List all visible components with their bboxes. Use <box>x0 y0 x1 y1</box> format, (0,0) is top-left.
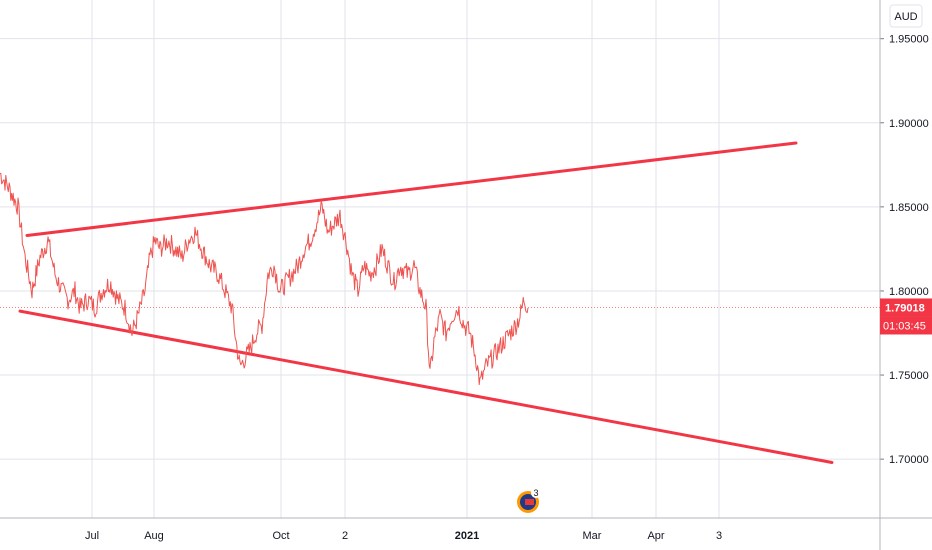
time-axis[interactable]: Jul Aug Oct 2 2021 Mar Apr 3 <box>0 517 932 542</box>
price-axis[interactable]: 1.95000 1.90000 1.85000 1.80000 1.75000 1.700… <box>879 0 929 550</box>
x-tick-label: 3 <box>716 530 722 542</box>
price-line <box>0 172 529 386</box>
y-tick-label: 1.85000 <box>889 202 929 214</box>
x-tick-label: Jul <box>85 530 99 542</box>
x-tick-label: 2021 <box>455 530 479 542</box>
countdown-label: 01:03:45 <box>883 320 926 332</box>
event-badge <box>531 488 541 498</box>
y-tick-label: 1.95000 <box>889 34 929 46</box>
x-tick-label: Apr <box>647 530 664 542</box>
event-flag-stripes <box>525 499 534 505</box>
lower-trendline[interactable] <box>18 309 834 464</box>
y-tick-label: 1.75000 <box>889 370 929 382</box>
last-price-label: 1.79018 <box>885 302 925 314</box>
y-tick-label: 1.70000 <box>889 454 929 466</box>
x-tick-label: Aug <box>144 530 164 542</box>
countdown-tag <box>880 316 932 335</box>
currency-box[interactable] <box>889 4 923 28</box>
chart-grid <box>0 0 880 518</box>
price-series <box>0 172 529 386</box>
y-tick-label: 1.80000 <box>889 286 929 298</box>
currency-label: AUD <box>894 11 917 23</box>
y-tick-label: 1.90000 <box>889 118 929 130</box>
price-tags: 1.79018 01:03:45 <box>0 298 932 335</box>
x-tick-label: Mar <box>583 530 602 542</box>
event-badge-count: 3 <box>533 488 538 498</box>
event-marker[interactable]: 3 <box>517 488 541 513</box>
trendlines[interactable] <box>18 141 834 464</box>
x-tick-label: Oct <box>272 530 289 542</box>
x-tick-label: 2 <box>342 530 348 542</box>
event-flag-icon[interactable]: 3 <box>517 488 541 513</box>
upper-trendline[interactable] <box>25 141 798 237</box>
last-price-tag <box>880 298 932 317</box>
